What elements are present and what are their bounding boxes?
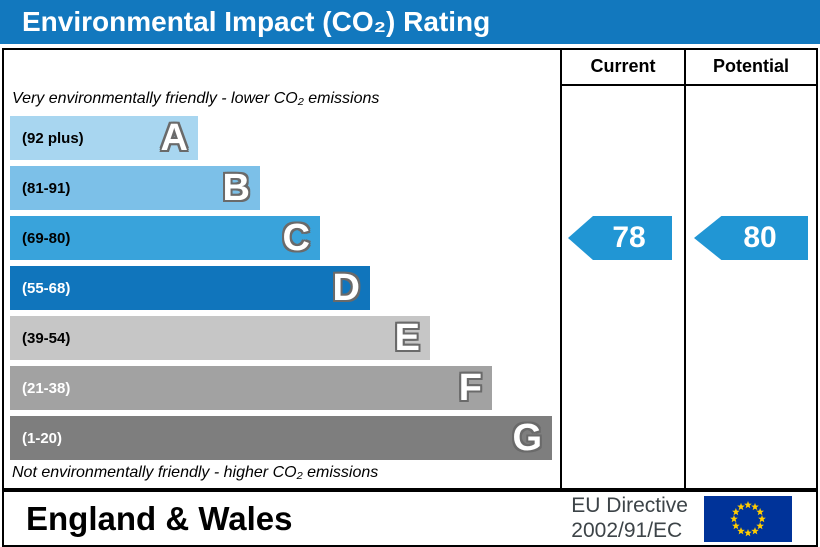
chart-title-bar: Environmental Impact (CO₂) Rating [0, 0, 820, 44]
column-header-current: Current [590, 56, 656, 76]
column-divider-potential [684, 50, 686, 488]
band-a-bar: (92 plus) A [10, 116, 198, 160]
band-e-bar: (39-54) E [10, 316, 430, 360]
band-f-letter: F [458, 367, 482, 409]
band-e-range-label: (39-54) [22, 329, 71, 347]
band-d-bar: (55-68) D [10, 266, 370, 310]
band-f-bar: (21-38) F [10, 366, 492, 410]
potential-rating-value: 80 [743, 221, 777, 254]
chart-title: Environmental Impact (CO₂) Rating [22, 6, 491, 37]
band-g-bar: (1-20) G [10, 416, 552, 460]
band-c-letter: C [282, 217, 310, 259]
band-b-bar: (81-91) B [10, 166, 260, 210]
header-divider [560, 84, 816, 86]
eu-directive-line2: 2002/91/EC [571, 518, 683, 542]
band-e-letter: E [394, 317, 420, 359]
band-a-letter: A [160, 117, 188, 159]
footer: England & Wales EU Directive 2002/91/EC [2, 490, 818, 547]
eu-directive-label: EU Directive 2002/91/EC [571, 494, 688, 542]
column-header-potential: Potential [712, 56, 789, 76]
current-rating-value: 78 [612, 221, 646, 254]
band-c-bar: (69-80) C [10, 216, 320, 260]
band-g-letter: G [512, 417, 542, 459]
band-d-range-label: (55-68) [22, 279, 71, 297]
band-d-letter: D [332, 267, 360, 309]
band-b-range-label: (81-91) [22, 179, 71, 197]
region-label: England & Wales [26, 499, 293, 537]
band-c-range-label: (69-80) [22, 229, 71, 247]
rating-table: Current Potential Very environmentally f… [2, 48, 818, 490]
top-note: Very environmentally friendly - lower CO… [12, 90, 380, 107]
column-divider-current [560, 50, 562, 488]
band-g-range-label: (1-20) [22, 429, 63, 447]
bottom-note: Not environmentally friendly - higher CO… [12, 464, 379, 481]
band-f-range-label: (21-38) [22, 379, 71, 397]
eu-flag [704, 495, 792, 542]
current-rating-arrow: 78 [568, 216, 672, 260]
band-b-letter: B [222, 167, 250, 209]
band-a-range-label: (92 plus) [22, 129, 84, 147]
potential-rating-arrow: 80 [694, 216, 808, 260]
eu-flag-wrap [704, 495, 792, 542]
eu-directive-line1: EU Directive [571, 494, 688, 518]
